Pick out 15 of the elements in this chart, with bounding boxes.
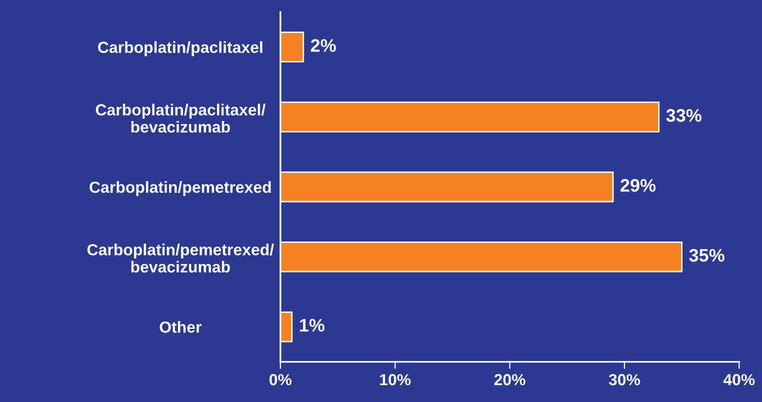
x-tick-label: 10%: [380, 374, 411, 386]
y-tick-label: Carboplatin/paclitaxel: [98, 41, 262, 56]
x-tick-label: 30%: [608, 374, 640, 386]
data-label: 35%: [689, 248, 724, 262]
y-tick-label: Carboplatin/pemetrexed/ bevacizumab: [87, 244, 274, 273]
data-label: 33%: [666, 109, 702, 122]
y-tick-label: Carboplatin/paclitaxel/ bevacizumab: [96, 104, 266, 133]
x-tick-label: 0%: [270, 374, 292, 386]
data-label: 29%: [620, 178, 656, 192]
x-tick-label: 20%: [494, 374, 526, 386]
data-label: 2%: [310, 39, 336, 52]
y-tick-label: Other: [160, 321, 202, 333]
x-tick-label: 40%: [723, 374, 755, 386]
data-label: 1%: [300, 318, 324, 332]
y-tick-label: Carboplatin/pemetrexed: [90, 181, 271, 196]
